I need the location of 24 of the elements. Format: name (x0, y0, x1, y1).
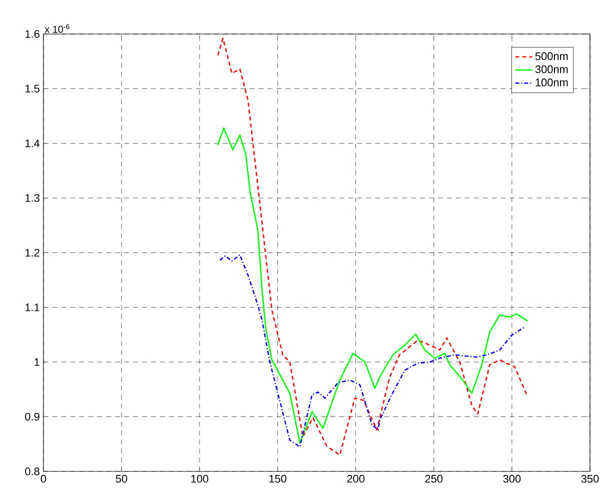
x-tick-label: 350 (581, 474, 599, 483)
y-tick-label: 1.3 (25, 194, 40, 202)
y-tick-label: 1.2 (25, 248, 40, 257)
x-tick-label: 100 (191, 474, 208, 483)
y-tick-label: 0.9 (25, 412, 40, 421)
x-tick-label: 250 (425, 474, 443, 483)
legend-label: 300nm (535, 65, 568, 74)
y-tick-label: 1.1 (25, 304, 40, 312)
y-tick-label: 1.4 (25, 140, 40, 148)
legend-label: 100nm (536, 78, 568, 86)
x-tick-label: 300 (503, 474, 521, 483)
line-series (219, 254, 526, 448)
y-tick-label: 1 (34, 358, 40, 366)
line-series (217, 127, 528, 444)
y-tick-label: 1.5 (25, 84, 40, 92)
legend-label: 500nm (535, 52, 568, 60)
x-tick-label: 0 (40, 474, 46, 483)
x-tick-label: 50 (116, 474, 128, 483)
x-tick-label: 200 (347, 474, 364, 483)
y-tick-label: 1.6 (25, 30, 40, 38)
text: x 10$^{-6}$ (44, 24, 70, 33)
line-series (217, 38, 528, 456)
y-tick-label: 0.8 (25, 468, 40, 476)
x-tick-label: 150 (269, 474, 286, 483)
